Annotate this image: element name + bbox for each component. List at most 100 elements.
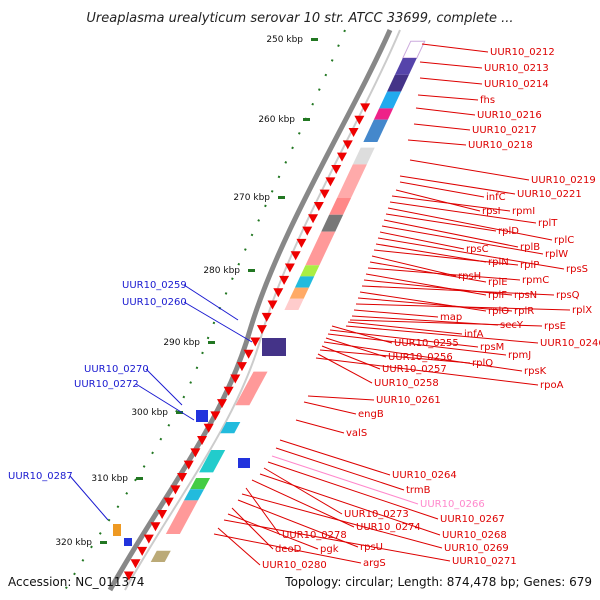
gene-label[interactable]: UUR10_0271 [452,556,517,567]
gene-feature-block [363,119,388,142]
gene-label[interactable]: rpsH [458,271,481,282]
gene-label[interactable]: rplN [488,257,509,268]
gene-label[interactable]: UUR10_0266 [420,499,485,510]
gene-label[interactable]: fhs [480,95,495,106]
gene-label[interactable]: pgk [320,544,339,555]
gene-label[interactable]: UUR10_0221 [517,189,582,200]
gene-label[interactable]: UUR10_0268 [442,530,507,541]
gene-label[interactable]: rplC [554,235,574,246]
gene-feature-block [387,74,409,92]
gene-label[interactable]: rpsU [360,542,383,553]
leader-line [407,139,467,146]
reverse-gene-arrow [354,115,365,125]
gene-label[interactable]: UUR10_0255 [394,338,459,349]
gene-label[interactable]: rpsQ [556,290,580,301]
gene-feature-block [305,231,336,266]
gene-feature-block [394,58,417,75]
leader-line [363,279,513,296]
gene-feature-block [289,287,309,299]
gene-feature-block [294,276,315,288]
reverse-gene-arrow [284,263,295,273]
gene-label[interactable]: rpsS [566,264,588,275]
gene-label[interactable]: UUR10_0273 [344,509,409,520]
gene-label[interactable]: UUR10_0267 [440,514,505,525]
gene-label[interactable]: rplW [545,249,568,260]
gene-label[interactable]: UUR10_0280 [262,560,327,571]
gene-label[interactable]: UUR10_0212 [490,47,555,58]
gene-label[interactable]: rpmI [512,206,535,217]
gene-label[interactable]: rpsK [524,366,547,377]
gene-label[interactable]: UUR10_0258 [374,378,439,389]
gene-label[interactable]: UUR10_0260 [122,297,187,308]
gene-label[interactable]: UUR10_0219 [531,175,596,186]
forward-gene-feature [262,338,286,356]
kbp-tick-mark [136,477,143,480]
gene-label[interactable]: UUR10_0246 [540,338,600,349]
gene-label[interactable]: UUR10_0217 [472,125,537,136]
gene-label[interactable]: UUR10_0272 [74,379,139,390]
gene-label[interactable]: UUR10_0213 [484,63,549,74]
gene-label[interactable]: rpoA [540,380,564,391]
gene-label[interactable]: rpsI [482,206,501,217]
gene-label[interactable]: UUR10_0270 [84,364,149,375]
gene-label[interactable]: rplB [520,242,540,253]
gene-label[interactable]: rpmJ [508,350,531,361]
reverse-gene-arrow [348,128,359,138]
leader-line [259,473,441,536]
gene-label[interactable]: UUR10_0278 [282,530,347,541]
gene-label[interactable]: rpsN [514,290,537,301]
gene-label[interactable]: trmB [406,485,431,496]
gene-label[interactable]: UUR10_0264 [392,470,457,481]
gene-feature-block [190,478,211,490]
gene-label[interactable]: rplP [520,260,539,271]
gene-label[interactable]: UUR10_0274 [356,522,421,533]
leader-line [237,499,359,548]
gene-label[interactable]: rpmC [522,275,549,286]
gene-feature-block [321,214,344,232]
gene-label[interactable]: rplT [538,218,558,229]
leader-line [395,189,481,212]
gene-label[interactable]: engB [358,409,384,420]
gene-label[interactable]: deoD [275,544,302,555]
gene-label[interactable]: UUR10_0259 [122,280,187,291]
gene-label[interactable]: UUR10_0287 [8,471,73,482]
gene-feature-block [235,371,268,406]
kbp-tick-mark [100,541,107,544]
gene-label[interactable]: UUR10_0216 [477,110,542,121]
gene-label[interactable]: UUR10_0218 [468,140,533,151]
gene-label[interactable]: UUR10_0257 [382,364,447,375]
leader-line [357,297,513,312]
gene-label[interactable]: map [440,312,462,323]
gene-label[interactable]: rpsE [544,321,566,332]
gene-label[interactable]: rplQ [472,358,493,369]
leader-line [375,243,487,263]
reverse-gene-arrow [313,201,324,211]
forward-gene-feature [238,458,250,468]
gene-label[interactable]: infA [464,329,484,340]
gene-label[interactable]: rplX [572,305,592,316]
reverse-gene-arrow [273,288,284,298]
gene-label[interactable]: secY [500,320,524,331]
gene-label[interactable]: valS [346,428,367,439]
gene-label[interactable]: rplD [498,226,519,237]
leader-line [383,219,519,248]
gene-feature-block [150,550,171,562]
leader-line [385,213,497,232]
gene-label[interactable]: rplO [488,306,509,317]
leader-line [267,461,439,520]
gene-label[interactable]: rplR [514,306,534,317]
gene-label[interactable]: argS [363,558,386,569]
gene-label[interactable]: rplF [488,290,507,301]
gene-label[interactable]: UUR10_0214 [484,79,549,90]
gene-label[interactable]: UUR10_0261 [376,395,441,406]
gene-label[interactable]: rplE [488,277,508,288]
gene-label[interactable]: infC [486,192,506,203]
gene-label[interactable]: UUR10_0269 [444,543,509,554]
gene-label[interactable]: UUR10_0256 [388,352,453,363]
leader-line [263,467,343,515]
leader-line [373,249,519,266]
leader-line [369,261,487,283]
leader-line [223,519,451,562]
gene-label[interactable]: rpsC [466,244,489,255]
gene-label[interactable]: rpsM [480,342,504,353]
